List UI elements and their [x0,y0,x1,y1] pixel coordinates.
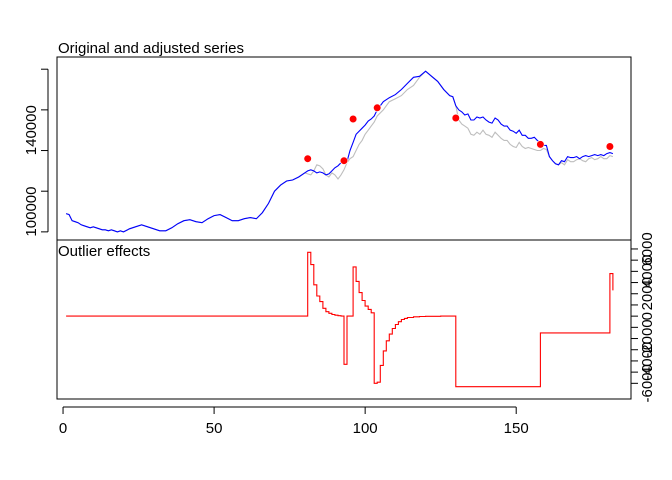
y-tick-label-right: 6000 [639,232,656,265]
y-tick-label-right: -2000 [639,319,656,357]
panel-title-outlier-effects: Outlier effects [58,243,150,260]
outlier-points [303,103,615,165]
y-tick-label-right: -4000 [639,342,656,380]
panel-original-adjusted: Original and adjusted series 100000 14000… [23,40,632,241]
x-tick-label: 100 [353,420,378,437]
outlier-point [349,114,358,124]
outlier-point [373,103,382,112]
series-line-outlier-effects [66,251,614,388]
outlier-point [536,140,545,149]
y-tick-label-left: 100000 [23,187,40,237]
outlier-point [303,154,312,163]
series-line-original [65,70,614,233]
series-line-adjusted [65,70,614,233]
y-tick-label-right: -6000 [639,364,656,402]
outlier-point [605,142,615,151]
y-tick-label-right: 0 [639,312,656,320]
x-axis-bottom: 0 50 100 150 [59,406,529,437]
outlier-effect-line [66,251,614,388]
y-tick-label-left: 140000 [23,105,40,155]
x-tick-label: 150 [504,420,529,437]
x-tick-label: 0 [59,420,67,437]
series-lines [65,70,614,233]
panel-outlier-effects: Outlier effects -6000-4000-2000020004000… [56,232,656,437]
x-tick-label: 50 [206,420,223,437]
y-tick-label-right: 2000 [639,277,656,310]
y-axis-left: 100000 140000 [23,68,49,237]
panel-title-original-adjusted: Original and adjusted series [58,40,244,57]
y-tick-label-right: 4000 [639,255,656,288]
outlier-point [339,156,349,165]
outlier-point [451,113,460,123]
